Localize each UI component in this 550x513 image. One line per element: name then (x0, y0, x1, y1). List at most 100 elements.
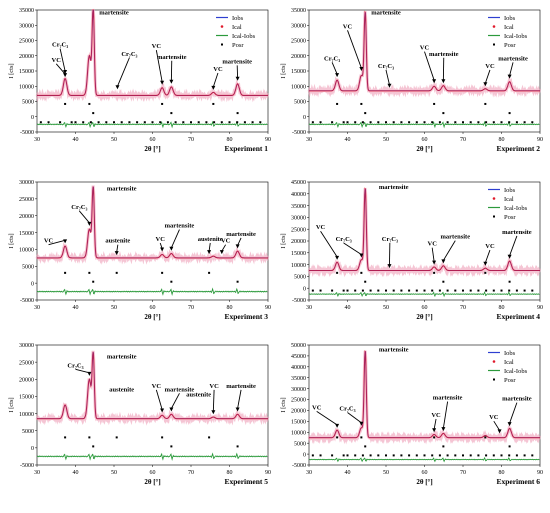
y-tick-label: 20000 (19, 54, 34, 60)
annotation-arrow (317, 411, 337, 425)
reflection-marker (416, 121, 418, 123)
x-tick-label: 40 (73, 470, 79, 476)
x-axis-label: 2θ [°] (144, 313, 160, 321)
annotation-arrow (213, 390, 214, 411)
y-tick-label: 5000 (294, 441, 306, 447)
y-tick-label: 25000 (19, 360, 34, 366)
reflection-marker (364, 112, 366, 114)
phase-label: VC (312, 404, 322, 411)
reflection-marker (59, 121, 61, 123)
phase-label: Cr₇C₃ (336, 236, 352, 243)
legend-swatch (493, 25, 496, 28)
annotation-arrow (171, 230, 179, 248)
arrow-head (220, 250, 224, 254)
reflection-marker (442, 112, 444, 114)
phase-label: austenite (198, 236, 223, 243)
x-tick-label: 40 (73, 305, 79, 311)
annotation-arrow (213, 73, 218, 87)
legend-label: Ical (504, 359, 514, 366)
reflection-marker (501, 121, 503, 123)
reflection-marker (400, 454, 402, 456)
reflection-marker (439, 121, 441, 123)
y-tick-label: 15000 (19, 231, 34, 237)
reflection-marker (424, 290, 426, 292)
reflection-marker (416, 290, 418, 292)
reflection-marker (229, 121, 231, 123)
reflection-marker (312, 121, 314, 123)
difference-curve (309, 292, 539, 296)
reflection-marker (462, 290, 464, 292)
legend-label: Iobs (504, 15, 516, 22)
reflection-marker (336, 272, 338, 274)
reflection-marker (393, 121, 395, 123)
reflection-marker (92, 281, 94, 283)
reflection-marker (524, 121, 526, 123)
x-axis-label: 2θ [°] (416, 313, 432, 321)
phase-label: austenite (109, 386, 134, 393)
experiment-label: Experiment 1 (224, 144, 268, 153)
reflection-marker (501, 290, 503, 292)
y-tick-label: 25000 (291, 398, 306, 404)
experiment-label: Experiment 6 (496, 477, 540, 486)
y-tick-label: -5000 (20, 463, 34, 469)
reflection-marker (208, 436, 210, 438)
reflection-marker (152, 121, 154, 123)
x-tick-label: 30 (306, 470, 312, 476)
y-tick-label: 45000 (291, 354, 306, 360)
y-tick-label: 0 (31, 115, 34, 121)
arrow-head (335, 256, 339, 260)
y-tick-label: -5000 (20, 298, 34, 304)
reflection-marker (354, 454, 356, 456)
y-tick-label: 50000 (291, 343, 306, 349)
phase-label: Cr₇C₃ (67, 362, 83, 369)
phase-label: martensite (226, 231, 256, 238)
reflection-marker (408, 454, 410, 456)
legend-label: Ical (232, 24, 242, 31)
reflection-marker (136, 121, 138, 123)
annotation-arrow (332, 62, 337, 74)
x-tick-label: 50 (111, 470, 117, 476)
reflection-marker (121, 121, 123, 123)
x-tick-label: 30 (34, 470, 40, 476)
x-tick-label: 50 (111, 305, 117, 311)
phase-label: martensite (107, 185, 137, 192)
phase-label: VC (428, 241, 438, 248)
annotation-arrow (117, 245, 118, 252)
reflection-marker (470, 121, 472, 123)
phase-label: VC (209, 383, 219, 390)
reflection-marker (442, 445, 444, 447)
y-tick-label: 25000 (19, 39, 34, 45)
arrow-head (211, 410, 215, 414)
phase-label: Cr₇C₃ (378, 63, 394, 70)
x-tick-label: 30 (306, 305, 312, 311)
x-tick-label: 60 (422, 137, 428, 143)
y-tick-label: -5000 (292, 130, 306, 136)
reflection-marker (385, 454, 387, 456)
reflection-marker (524, 290, 526, 292)
phase-label: VC (431, 412, 441, 419)
y-tick-label: 0 (31, 281, 34, 287)
y-tick-label: 10000 (291, 84, 306, 90)
reflection-marker (447, 121, 449, 123)
arrow-head (387, 84, 391, 88)
y-tick-label: 0 (303, 452, 306, 458)
reflection-marker (531, 121, 533, 123)
reflection-marker (64, 272, 66, 274)
y-tick-label: 5000 (294, 275, 306, 281)
legend-swatch (221, 44, 223, 46)
y-tick-label: 15000 (291, 251, 306, 257)
reflection-marker (362, 454, 364, 456)
annotation-arrow (76, 369, 90, 373)
reflection-marker (377, 454, 379, 456)
y-tick-label: 10000 (19, 84, 34, 90)
phase-label: VC (213, 66, 223, 73)
reflection-marker (347, 121, 349, 123)
legend-label: Iobs (232, 15, 244, 22)
annotation-arrow (238, 390, 241, 409)
annotation-arrow (209, 243, 210, 251)
arrow-head (169, 80, 173, 84)
reflection-marker (64, 103, 66, 105)
